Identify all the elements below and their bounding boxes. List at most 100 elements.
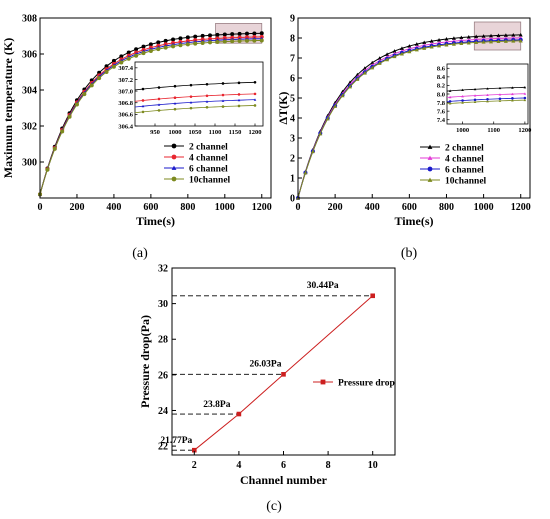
inset-x-tick-label: 1100 xyxy=(209,129,222,136)
y-tick-label: 28 xyxy=(158,335,168,346)
y-tick-label: 0 xyxy=(290,194,295,205)
x-tick-label: 200 xyxy=(328,202,343,213)
series-point-3 xyxy=(148,48,153,53)
series-point-0 xyxy=(111,58,116,63)
inset-series-point-1 xyxy=(237,93,241,96)
x-tick-label: 1200 xyxy=(511,202,531,213)
series-point-0 xyxy=(385,52,390,56)
y-axis-label: Pressure drop(Pa) xyxy=(138,315,152,408)
inset-y-tick-label: 306.6 xyxy=(118,112,133,119)
inset-series-point-0 xyxy=(157,86,161,89)
series-point-0 xyxy=(489,33,494,38)
plot-frame xyxy=(39,17,272,199)
series-point-3 xyxy=(111,64,116,69)
value-annotation: 30.44Pa xyxy=(307,281,339,291)
x-tick-label: 2 xyxy=(192,460,197,471)
inset-series-point-0 xyxy=(473,87,477,91)
series-point-3 xyxy=(237,39,242,44)
series-point-0 xyxy=(518,32,523,37)
inset-y-tick-label: 7.4 xyxy=(437,117,446,124)
inset-y-tick-label: 307.4 xyxy=(118,65,133,72)
legend-label-0: 2 channel xyxy=(445,143,484,153)
inset-series-point-0 xyxy=(221,82,225,85)
inset-series-point-2 xyxy=(523,96,527,100)
series-point-0 xyxy=(459,35,464,40)
legend-marker-0 xyxy=(427,144,433,149)
y-tick-label: 300 xyxy=(22,158,37,169)
data-point xyxy=(236,411,242,417)
x-tick-label: 200 xyxy=(69,202,84,213)
series-point-3 xyxy=(97,76,102,81)
x-tick-label: 1000 xyxy=(474,202,494,213)
inset-series-point-3 xyxy=(511,99,514,102)
legend-label-2: 6 channel xyxy=(445,165,484,175)
series-point-3 xyxy=(310,149,315,154)
series-point-3 xyxy=(52,146,57,151)
y-tick-label: 4 xyxy=(290,114,295,125)
x-tick-label: 1000 xyxy=(215,202,235,213)
inset-series-point-1 xyxy=(253,92,257,96)
series-point-0 xyxy=(134,47,139,52)
series-point-3 xyxy=(385,57,390,62)
legend-label-3: 10channel xyxy=(445,176,487,186)
series-point-0 xyxy=(503,33,508,37)
inset-series-point-3 xyxy=(461,101,464,104)
series-point-0 xyxy=(437,38,442,42)
series-point-3 xyxy=(141,51,146,56)
series-point-3 xyxy=(511,39,516,43)
inset-x-tick-label: 1050 xyxy=(189,129,202,136)
series-point-3 xyxy=(82,92,87,97)
chart-panel-0: 0 200 400 600 800 1000 1200 300 302 304 306 308 Time… xyxy=(1,14,272,262)
series-point-3 xyxy=(119,60,124,65)
inset-series-point-3 xyxy=(486,100,489,103)
data-point xyxy=(192,447,197,453)
inset-series-point-3 xyxy=(237,104,241,108)
inset-series-point-3 xyxy=(253,104,257,107)
inset-series-point-2 xyxy=(448,100,452,103)
inset-series-point-0 xyxy=(141,87,145,91)
x-tick-label: 10 xyxy=(368,460,378,471)
inset-y-tick-label: 306.8 xyxy=(118,100,133,107)
value-annotation: 23.8Pa xyxy=(203,400,230,410)
y-tick-label: 26 xyxy=(158,370,168,381)
x-axis-label: Time(s) xyxy=(394,214,433,228)
inset-series-point-1 xyxy=(189,95,193,98)
y-tick-label: 302 xyxy=(22,122,37,133)
x-tick-label: 600 xyxy=(143,202,158,213)
inset-series-point-1 xyxy=(461,95,464,98)
series-point-3 xyxy=(414,47,419,52)
series-point-3 xyxy=(518,38,523,43)
y-tick-label: 3 xyxy=(290,134,295,145)
y-tick-label: 1 xyxy=(290,174,295,185)
series-point-3 xyxy=(252,38,257,43)
inset-series-point-1 xyxy=(205,94,209,98)
plot-frame xyxy=(297,17,531,199)
legend-marker-0 xyxy=(171,143,177,149)
inset-series-point-2 xyxy=(237,98,241,102)
x-axis-label: Channel number xyxy=(240,473,328,487)
inset-series-point-1 xyxy=(157,97,161,101)
x-tick-label: 800 xyxy=(439,202,454,213)
series-point-3 xyxy=(303,170,308,175)
inset-x-tick-label: 1000 xyxy=(169,129,182,136)
inset-series-point-0 xyxy=(189,83,193,87)
inset-series-point-3 xyxy=(498,99,502,102)
series-point-0 xyxy=(444,37,449,41)
inset-series-point-1 xyxy=(498,93,502,96)
panel-caption: (b) xyxy=(401,246,418,261)
series-point-0 xyxy=(185,35,190,40)
inset-series-point-1 xyxy=(473,94,477,97)
inset-series-point-0 xyxy=(461,88,464,92)
inset-series-point-2 xyxy=(221,99,225,102)
series-point-3 xyxy=(200,40,205,45)
series-point-3 xyxy=(178,43,183,48)
series-point-3 xyxy=(208,40,213,45)
legend-marker-1 xyxy=(427,155,433,160)
series-point-3 xyxy=(340,93,345,98)
series-point-3 xyxy=(459,41,464,46)
y-tick-label: 5 xyxy=(290,94,295,105)
series-point-0 xyxy=(148,42,153,47)
x-tick-label: 8 xyxy=(326,460,331,471)
series-point-3 xyxy=(429,44,434,49)
series-point-3 xyxy=(392,54,397,59)
